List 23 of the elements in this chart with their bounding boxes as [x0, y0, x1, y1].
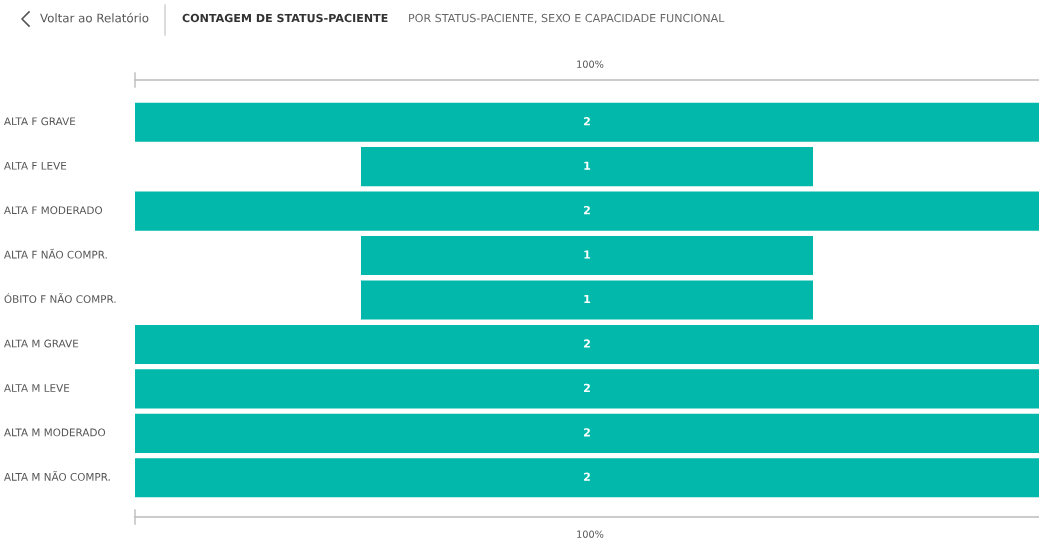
category-label: ALTA M NÃO COMPR.	[4, 471, 110, 481]
data-label: 2	[584, 205, 590, 215]
data-label: 2	[584, 339, 590, 348]
category-label: ÓBITO F NÃO COMPR.	[4, 293, 116, 304]
category-label: ALTA F NÃO COMPR.	[4, 248, 107, 259]
data-label: 2	[584, 383, 590, 392]
category-label: ALTA F GRAVE	[4, 117, 76, 126]
data-label: 2	[584, 117, 590, 126]
data-label: 1	[584, 250, 591, 259]
category-label: ALTA M MODERADO	[4, 428, 106, 437]
text: 100%	[577, 60, 604, 68]
data-label: 2	[584, 428, 590, 437]
category-label: ALTA M LEVE	[4, 384, 70, 392]
text: CONTAGEM DE STATUS-PACIENTE	[182, 13, 388, 23]
data-label: 1	[584, 161, 591, 170]
category-label: ALTA F MODERADO	[4, 206, 103, 215]
text: Voltar ao Relatório	[40, 12, 149, 23]
category-label: ALTA M GRAVE	[4, 339, 79, 348]
data-label: 1	[584, 294, 591, 304]
text: 100%	[577, 530, 604, 538]
data-label: 2	[584, 472, 590, 481]
category-label: ALTA F LEVE	[4, 161, 67, 170]
text: POR STATUS-PACIENTE, SEXO E CAPACIDADE FUNCIONAL	[409, 13, 725, 24]
